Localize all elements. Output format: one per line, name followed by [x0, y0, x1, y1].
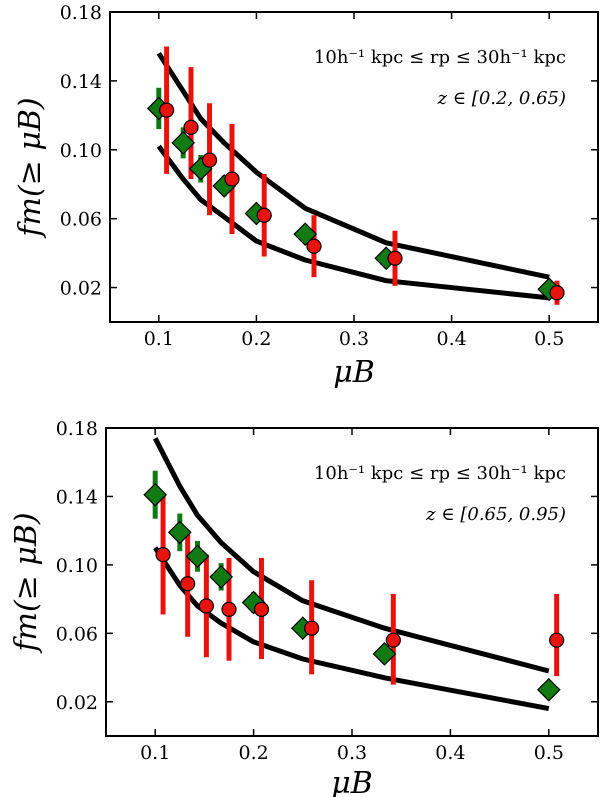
- x-axis-label: μB: [333, 355, 375, 390]
- x-tick-label: 0.2: [238, 742, 268, 764]
- green-diamond-point: [536, 677, 561, 702]
- red-circle-point: [155, 547, 171, 563]
- y-tick-label: 0.18: [60, 2, 102, 24]
- y-tick-label: 0.10: [56, 555, 98, 577]
- annotation-radius-range: 10h⁻¹ kpc ≤ rp ≤ 30h⁻¹ kpc: [314, 463, 566, 484]
- red-circle-point: [159, 102, 175, 118]
- red-circle-point: [221, 601, 237, 617]
- green-diamond-point: [372, 642, 397, 666]
- band-lower-line: [156, 144, 550, 301]
- y-tick-label: 0.02: [56, 692, 98, 714]
- x-tick-label: 0.4: [435, 742, 465, 764]
- annotation-redshift-range: z ∈ [0.65, 0.95): [425, 504, 566, 525]
- green-diamond-point: [209, 565, 233, 589]
- x-tick-label: 0.1: [140, 742, 170, 764]
- x-tick-label: 0.3: [339, 328, 369, 350]
- y-axis-label: fm(≥ μB): [13, 97, 48, 238]
- green-diamond-point: [143, 482, 168, 507]
- red-circle-point: [549, 632, 565, 648]
- band-upper-line: [156, 51, 550, 280]
- x-tick-label: 0.4: [436, 328, 466, 350]
- green-diamond-point: [185, 544, 210, 569]
- red-circle-point: [198, 598, 214, 614]
- x-tick-label: 0.5: [534, 328, 564, 350]
- y-tick-label: 0.10: [60, 140, 102, 162]
- x-tick-label: 0.1: [144, 328, 174, 350]
- green-diamond-point: [167, 520, 192, 545]
- red-circle-point: [387, 250, 403, 266]
- red-circle-point: [256, 207, 272, 223]
- red-circle-point: [183, 119, 199, 135]
- x-tick-label: 0.2: [241, 328, 271, 350]
- x-tick-label: 0.5: [534, 742, 564, 764]
- y-axis-label: fm(≥ μB): [9, 512, 44, 653]
- y-tick-label: 0.02: [60, 278, 102, 300]
- x-axis-label: μB: [331, 766, 373, 797]
- y-tick-label: 0.18: [56, 418, 98, 440]
- red-circle-point: [253, 601, 270, 617]
- x-tick-label: 0.3: [337, 742, 367, 764]
- red-circle-point: [304, 620, 320, 636]
- annotation-radius-range: 10h⁻¹ kpc ≤ rp ≤ 30h⁻¹ kpc: [314, 47, 566, 68]
- red-circle-point: [201, 152, 218, 168]
- panel-bottom: 0.02 0.06 0.10 0.14 0.18 0.1 0.2 0.3 0.4 0.5 μB fm(…: [9, 418, 599, 797]
- red-circle-point: [549, 285, 565, 301]
- red-circle-point: [385, 632, 401, 648]
- red-circle-point: [224, 171, 240, 187]
- y-tick-label: 0.14: [60, 71, 102, 93]
- band-upper-line: [152, 437, 550, 674]
- y-tick-label: 0.06: [60, 209, 102, 231]
- y-tick-label: 0.06: [56, 623, 98, 645]
- panel-top: 0.02 0.06 0.10 0.14 0.18 0.1 0.2 0.3 0.4 0.5 μB fm(…: [13, 2, 599, 390]
- red-circle-point: [180, 576, 196, 592]
- y-tick-label: 0.14: [56, 486, 98, 508]
- green-diamond-point: [171, 131, 196, 155]
- annotation-redshift-range: z ∈ [0.2, 0.65): [437, 88, 566, 109]
- red-circle-point: [306, 238, 322, 254]
